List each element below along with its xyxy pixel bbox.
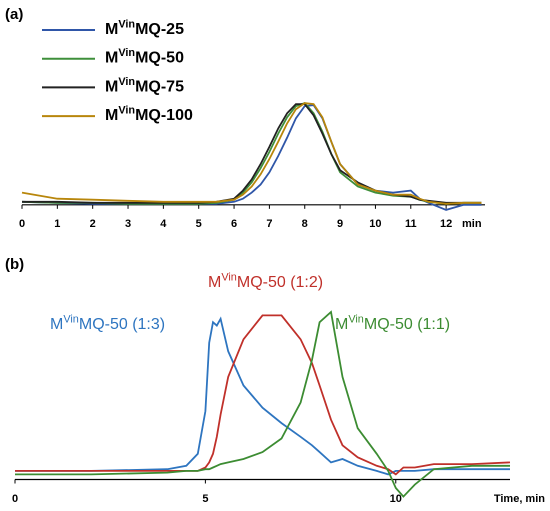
series-line [15, 310, 510, 498]
x-tick-label: 5 [196, 218, 202, 230]
x-tick-label: 5 [202, 493, 208, 505]
legend-label: MVinMQ-100 [105, 104, 193, 124]
x-tick-label: 9 [337, 218, 343, 230]
x-tick-label: 0 [12, 493, 18, 505]
x-tick-label: 1 [54, 218, 60, 230]
x-tick-label: 8 [302, 218, 308, 230]
x-tick-label: 10 [369, 218, 381, 230]
x-tick-label: 4 [160, 218, 167, 230]
x-tick-label: 10 [390, 493, 402, 505]
series-line [15, 314, 511, 476]
series-line [21, 102, 482, 205]
legend-label: MVinMQ-75 [105, 76, 184, 96]
series-line [21, 102, 482, 205]
x-tick-label: 0 [19, 218, 25, 230]
x-tick-label: 12 [440, 218, 452, 230]
x-axis-label: Time, min [494, 493, 545, 505]
series-line [21, 104, 482, 211]
x-tick-label: 11 [405, 218, 417, 230]
x-tick-label: 6 [231, 218, 237, 230]
panel-label: (b) [5, 256, 24, 273]
x-tick-label: 3 [125, 218, 131, 230]
x-tick-label: 7 [266, 218, 272, 230]
x-axis-label: min [462, 218, 482, 230]
series-annotation: MVinMQ-50 (1:1) [335, 313, 450, 333]
series-annotation: MVinMQ-50 (1:3) [50, 313, 165, 333]
x-tick-label: 2 [90, 218, 96, 230]
legend-label: MVinMQ-50 [105, 47, 184, 67]
series-annotation: MVinMQ-50 (1:2) [208, 271, 323, 291]
panel-label: (a) [5, 6, 23, 23]
series-line [22, 103, 482, 204]
legend-label: MVinMQ-25 [105, 18, 184, 38]
